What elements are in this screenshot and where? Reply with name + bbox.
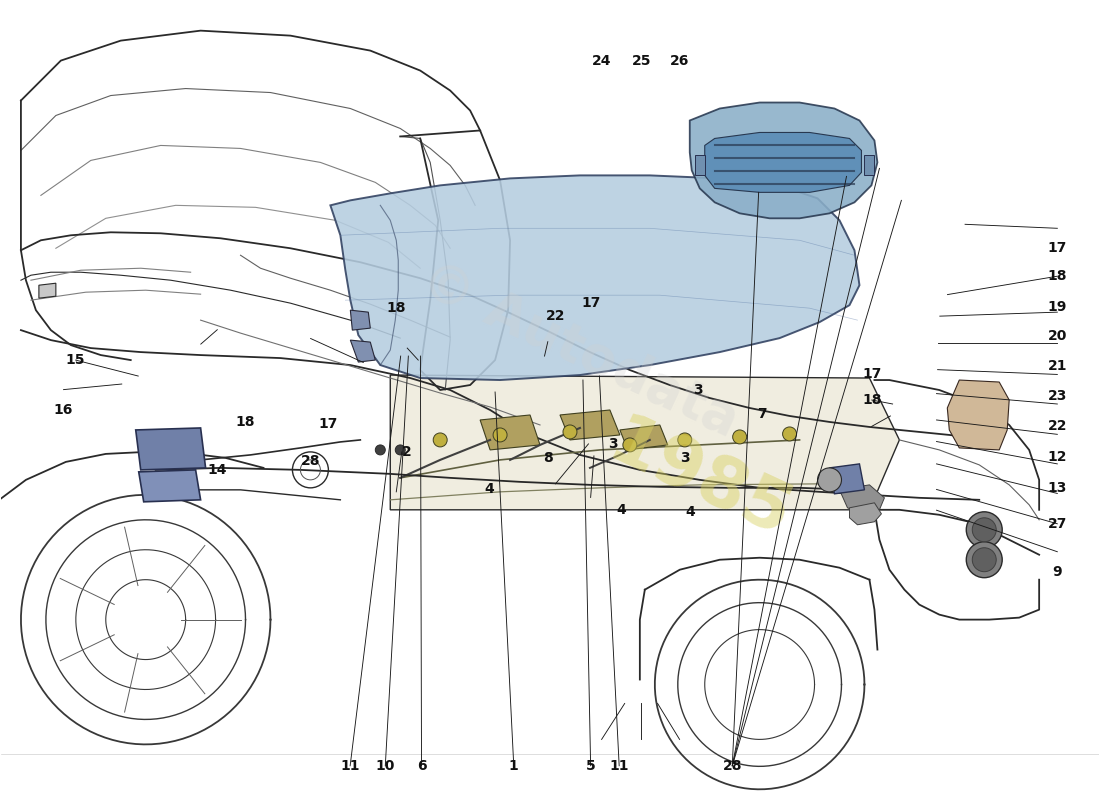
Text: © Autodata: © Autodata — [412, 254, 747, 446]
Polygon shape — [39, 283, 56, 298]
Circle shape — [817, 468, 842, 492]
Text: 18: 18 — [1047, 270, 1067, 283]
Polygon shape — [330, 175, 859, 380]
Text: 10: 10 — [375, 758, 395, 773]
Text: 3: 3 — [680, 451, 690, 466]
Polygon shape — [849, 503, 881, 525]
Text: 22: 22 — [546, 309, 565, 323]
Polygon shape — [139, 470, 200, 502]
Text: 25: 25 — [631, 54, 651, 67]
Polygon shape — [350, 340, 375, 362]
Circle shape — [966, 542, 1002, 578]
Text: 27: 27 — [1047, 517, 1067, 530]
Polygon shape — [947, 380, 1009, 450]
Circle shape — [782, 427, 796, 441]
Text: 19: 19 — [1047, 299, 1067, 314]
Text: 16: 16 — [54, 403, 74, 418]
Polygon shape — [865, 155, 874, 175]
Text: 8: 8 — [543, 451, 552, 466]
Polygon shape — [839, 485, 884, 515]
Circle shape — [733, 430, 747, 444]
Text: 21: 21 — [1047, 358, 1067, 373]
Text: 18: 18 — [386, 301, 406, 315]
Circle shape — [493, 428, 507, 442]
Circle shape — [433, 433, 448, 447]
Text: 17: 17 — [862, 366, 881, 381]
Text: 3: 3 — [693, 383, 703, 398]
Text: 4: 4 — [685, 505, 695, 519]
Text: 9: 9 — [1053, 565, 1063, 578]
Text: 4: 4 — [616, 503, 626, 518]
Circle shape — [375, 445, 385, 455]
Text: 26: 26 — [670, 54, 690, 67]
Polygon shape — [390, 375, 900, 510]
Text: 7: 7 — [757, 406, 767, 421]
Circle shape — [623, 438, 637, 452]
Polygon shape — [705, 133, 861, 192]
Text: 28: 28 — [301, 454, 320, 469]
Text: 18: 18 — [862, 393, 881, 407]
Polygon shape — [135, 428, 206, 470]
Text: 24: 24 — [592, 54, 612, 67]
Text: 15: 15 — [66, 353, 86, 367]
Circle shape — [563, 425, 578, 439]
Text: 1985: 1985 — [598, 409, 802, 551]
Text: 11: 11 — [609, 758, 629, 773]
Text: 14: 14 — [208, 463, 227, 478]
Polygon shape — [829, 464, 865, 494]
Text: 23: 23 — [1047, 389, 1067, 403]
Text: 12: 12 — [1047, 450, 1067, 465]
Text: 20: 20 — [1047, 329, 1067, 343]
Polygon shape — [560, 410, 620, 440]
Text: 13: 13 — [1047, 481, 1067, 495]
Text: 28: 28 — [723, 758, 743, 773]
Polygon shape — [690, 102, 878, 218]
Polygon shape — [620, 425, 668, 450]
Text: 17: 17 — [581, 295, 601, 310]
Circle shape — [966, 512, 1002, 548]
Text: 1: 1 — [509, 758, 518, 773]
Circle shape — [972, 548, 997, 572]
Text: 17: 17 — [319, 417, 338, 431]
Text: 18: 18 — [235, 414, 254, 429]
Text: 5: 5 — [586, 758, 595, 773]
Text: 6: 6 — [417, 758, 427, 773]
Text: 4: 4 — [485, 482, 495, 497]
Polygon shape — [350, 310, 371, 330]
Polygon shape — [480, 415, 540, 450]
Text: 3: 3 — [608, 437, 617, 451]
Circle shape — [972, 518, 997, 542]
Text: 2: 2 — [403, 445, 412, 459]
Circle shape — [395, 445, 405, 455]
Text: 22: 22 — [1047, 418, 1067, 433]
Text: 17: 17 — [1047, 242, 1067, 255]
Polygon shape — [695, 155, 705, 175]
Text: 11: 11 — [340, 758, 360, 773]
Circle shape — [678, 433, 692, 447]
